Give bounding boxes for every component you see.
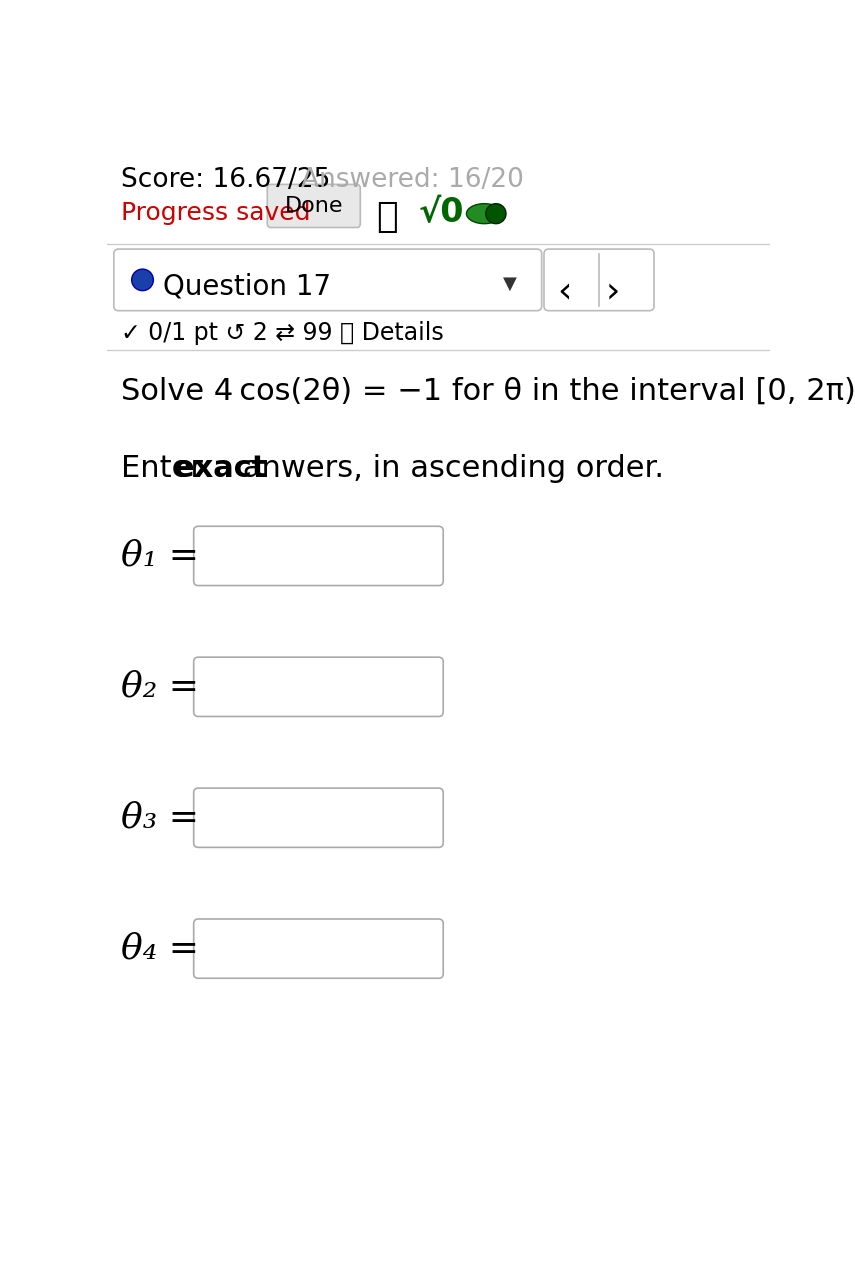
Text: θ₄ =: θ₄ =: [121, 932, 199, 965]
Text: ‹: ‹: [557, 275, 571, 310]
Text: anwers, in ascending order.: anwers, in ascending order.: [233, 454, 664, 483]
Text: θ₃ =: θ₃ =: [121, 801, 199, 835]
Text: Solve 4 cos(2θ) = −1 for θ in the interval [0, 2π): Solve 4 cos(2θ) = −1 for θ in the interv…: [121, 376, 855, 406]
Text: Done: Done: [285, 196, 343, 216]
Text: θ₁ =: θ₁ =: [121, 539, 199, 573]
FancyBboxPatch shape: [268, 184, 360, 228]
Text: Score: 16.67/25: Score: 16.67/25: [121, 168, 330, 193]
Text: ⎙: ⎙: [376, 200, 398, 234]
FancyBboxPatch shape: [194, 919, 443, 978]
Text: ✓ 0/1 pt ↺ 2 ⇄ 99 ⓘ Details: ✓ 0/1 pt ↺ 2 ⇄ 99 ⓘ Details: [121, 321, 444, 346]
FancyBboxPatch shape: [114, 250, 542, 311]
Text: θ₂ =: θ₂ =: [121, 669, 199, 704]
FancyBboxPatch shape: [194, 526, 443, 585]
FancyBboxPatch shape: [194, 657, 443, 717]
Text: exact: exact: [174, 454, 267, 483]
Text: Enter: Enter: [121, 454, 213, 483]
Text: ▼: ▼: [503, 275, 516, 293]
Text: Question 17: Question 17: [162, 273, 331, 301]
Text: ›: ›: [605, 275, 620, 310]
Text: Progress saved: Progress saved: [121, 201, 310, 225]
FancyBboxPatch shape: [194, 788, 443, 847]
Circle shape: [132, 269, 153, 291]
Circle shape: [486, 204, 506, 224]
FancyBboxPatch shape: [544, 250, 654, 311]
Ellipse shape: [467, 204, 502, 224]
Text: Answered: 16/20: Answered: 16/20: [301, 168, 523, 193]
Text: √0: √0: [418, 196, 464, 229]
